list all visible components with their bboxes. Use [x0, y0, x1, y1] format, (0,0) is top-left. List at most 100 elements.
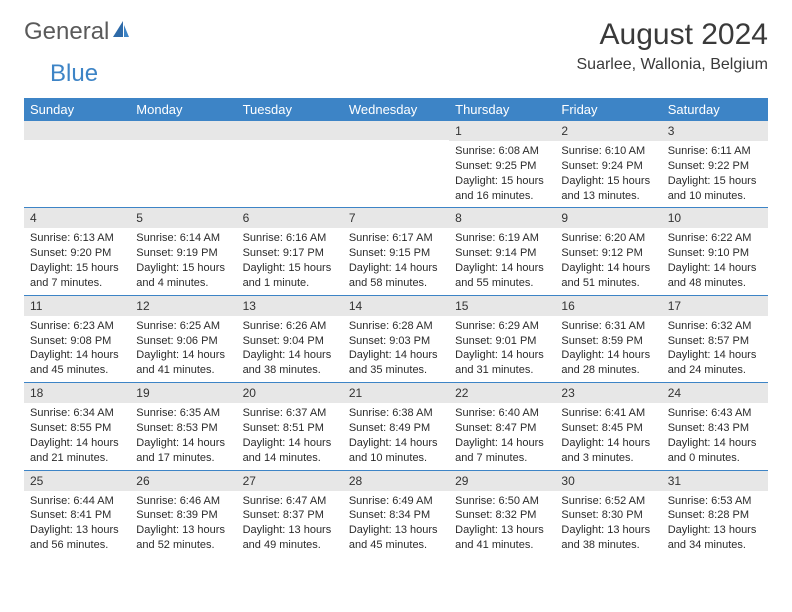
daylight-text: Daylight: 14 hours and 35 minutes. [349, 348, 443, 378]
day-body: Sunrise: 6:49 AMSunset: 8:34 PMDaylight:… [343, 491, 449, 557]
day-body [24, 140, 130, 147]
calendar-day-cell [130, 121, 236, 208]
calendar-day-cell: 1Sunrise: 6:08 AMSunset: 9:25 PMDaylight… [449, 121, 555, 208]
sunset-text: Sunset: 8:37 PM [243, 508, 337, 523]
sunrise-text: Sunrise: 6:40 AM [455, 406, 549, 421]
day-number: 17 [662, 296, 768, 316]
calendar-day-cell: 29Sunrise: 6:50 AMSunset: 8:32 PMDayligh… [449, 470, 555, 557]
sunset-text: Sunset: 9:19 PM [136, 246, 230, 261]
daylight-text: Daylight: 15 hours and 1 minute. [243, 261, 337, 291]
logo-text-general: General [24, 18, 109, 46]
sunrise-text: Sunrise: 6:31 AM [561, 319, 655, 334]
calendar-day-cell: 26Sunrise: 6:46 AMSunset: 8:39 PMDayligh… [130, 470, 236, 557]
calendar-day-cell: 19Sunrise: 6:35 AMSunset: 8:53 PMDayligh… [130, 383, 236, 470]
day-body: Sunrise: 6:37 AMSunset: 8:51 PMDaylight:… [237, 403, 343, 469]
daylight-text: Daylight: 14 hours and 17 minutes. [136, 436, 230, 466]
sunrise-text: Sunrise: 6:28 AM [349, 319, 443, 334]
sunset-text: Sunset: 8:43 PM [668, 421, 762, 436]
daylight-text: Daylight: 14 hours and 0 minutes. [668, 436, 762, 466]
weekday-header: Monday [130, 98, 236, 121]
day-body: Sunrise: 6:40 AMSunset: 8:47 PMDaylight:… [449, 403, 555, 469]
daylight-text: Daylight: 15 hours and 4 minutes. [136, 261, 230, 291]
daylight-text: Daylight: 13 hours and 34 minutes. [668, 523, 762, 553]
day-number: 2 [555, 121, 661, 141]
calendar-day-cell: 12Sunrise: 6:25 AMSunset: 9:06 PMDayligh… [130, 295, 236, 382]
daylight-text: Daylight: 14 hours and 7 minutes. [455, 436, 549, 466]
daylight-text: Daylight: 14 hours and 21 minutes. [30, 436, 124, 466]
sunrise-text: Sunrise: 6:16 AM [243, 231, 337, 246]
day-number: 31 [662, 471, 768, 491]
daylight-text: Daylight: 15 hours and 10 minutes. [668, 174, 762, 204]
calendar-day-cell: 9 Sunrise: 6:20 AMSunset: 9:12 PMDaylight… [555, 208, 661, 295]
daylight-text: Daylight: 14 hours and 48 minutes. [668, 261, 762, 291]
sunrise-text: Sunrise: 6:20 AM [561, 231, 655, 246]
calendar-day-cell [343, 121, 449, 208]
sunrise-text: Sunrise: 6:50 AM [455, 494, 549, 509]
sunrise-text: Sunrise: 6:13 AM [30, 231, 124, 246]
day-body [343, 140, 449, 147]
sunset-text: Sunset: 9:08 PM [30, 334, 124, 349]
calendar-day-cell: 10Sunrise: 6:22 AMSunset: 9:10 PMDayligh… [662, 208, 768, 295]
day-number: 28 [343, 471, 449, 491]
day-body: Sunrise: 6:43 AMSunset: 8:43 PMDaylight:… [662, 403, 768, 469]
day-number [343, 121, 449, 140]
day-body: Sunrise: 6:50 AMSunset: 8:32 PMDaylight:… [449, 491, 555, 557]
day-body [130, 140, 236, 147]
calendar-week-row: 25Sunrise: 6:44 AMSunset: 8:41 PMDayligh… [24, 470, 768, 557]
daylight-text: Daylight: 14 hours and 10 minutes. [349, 436, 443, 466]
sunset-text: Sunset: 8:59 PM [561, 334, 655, 349]
daylight-text: Daylight: 14 hours and 38 minutes. [243, 348, 337, 378]
sunrise-text: Sunrise: 6:10 AM [561, 144, 655, 159]
day-number: 9 [555, 208, 661, 228]
day-number: 6 [237, 208, 343, 228]
day-body: Sunrise: 6:17 AMSunset: 9:15 PMDaylight:… [343, 228, 449, 294]
weekday-header: Wednesday [343, 98, 449, 121]
day-number: 21 [343, 383, 449, 403]
day-body: Sunrise: 6:11 AMSunset: 9:22 PMDaylight:… [662, 141, 768, 207]
daylight-text: Daylight: 13 hours and 45 minutes. [349, 523, 443, 553]
sunset-text: Sunset: 8:45 PM [561, 421, 655, 436]
weekday-header: Thursday [449, 98, 555, 121]
weekday-header: Tuesday [237, 98, 343, 121]
sunrise-text: Sunrise: 6:08 AM [455, 144, 549, 159]
weekday-header: Sunday [24, 98, 130, 121]
sunrise-text: Sunrise: 6:14 AM [136, 231, 230, 246]
title-block: August 2024 Suarlee, Wallonia, Belgium [577, 18, 769, 74]
day-body: Sunrise: 6:23 AMSunset: 9:08 PMDaylight:… [24, 316, 130, 382]
daylight-text: Daylight: 15 hours and 16 minutes. [455, 174, 549, 204]
calendar-day-cell: 15Sunrise: 6:29 AMSunset: 9:01 PMDayligh… [449, 295, 555, 382]
sunrise-text: Sunrise: 6:34 AM [30, 406, 124, 421]
calendar-week-row: 1Sunrise: 6:08 AMSunset: 9:25 PMDaylight… [24, 121, 768, 208]
day-number: 20 [237, 383, 343, 403]
sunset-text: Sunset: 9:22 PM [668, 159, 762, 174]
day-body: Sunrise: 6:32 AMSunset: 8:57 PMDaylight:… [662, 316, 768, 382]
day-number: 18 [24, 383, 130, 403]
day-number: 4 [24, 208, 130, 228]
sunset-text: Sunset: 9:25 PM [455, 159, 549, 174]
day-body: Sunrise: 6:47 AMSunset: 8:37 PMDaylight:… [237, 491, 343, 557]
sunset-text: Sunset: 8:30 PM [561, 508, 655, 523]
day-number: 22 [449, 383, 555, 403]
sunset-text: Sunset: 9:17 PM [243, 246, 337, 261]
day-number: 19 [130, 383, 236, 403]
calendar-day-cell: 2Sunrise: 6:10 AMSunset: 9:24 PMDaylight… [555, 121, 661, 208]
sunrise-text: Sunrise: 6:53 AM [668, 494, 762, 509]
calendar-day-cell: 14Sunrise: 6:28 AMSunset: 9:03 PMDayligh… [343, 295, 449, 382]
day-body: Sunrise: 6:28 AMSunset: 9:03 PMDaylight:… [343, 316, 449, 382]
sunset-text: Sunset: 9:04 PM [243, 334, 337, 349]
daylight-text: Daylight: 14 hours and 51 minutes. [561, 261, 655, 291]
sunset-text: Sunset: 8:32 PM [455, 508, 549, 523]
day-number: 29 [449, 471, 555, 491]
sunset-text: Sunset: 9:15 PM [349, 246, 443, 261]
day-body: Sunrise: 6:13 AMSunset: 9:20 PMDaylight:… [24, 228, 130, 294]
sunset-text: Sunset: 9:01 PM [455, 334, 549, 349]
sunset-text: Sunset: 9:03 PM [349, 334, 443, 349]
daylight-text: Daylight: 14 hours and 14 minutes. [243, 436, 337, 466]
sunset-text: Sunset: 8:53 PM [136, 421, 230, 436]
sunset-text: Sunset: 9:12 PM [561, 246, 655, 261]
sunset-text: Sunset: 8:34 PM [349, 508, 443, 523]
calendar-day-cell: 3Sunrise: 6:11 AMSunset: 9:22 PMDaylight… [662, 121, 768, 208]
calendar-day-cell: 11Sunrise: 6:23 AMSunset: 9:08 PMDayligh… [24, 295, 130, 382]
day-body: Sunrise: 6:52 AMSunset: 8:30 PMDaylight:… [555, 491, 661, 557]
calendar-day-cell: 5Sunrise: 6:14 AMSunset: 9:19 PMDaylight… [130, 208, 236, 295]
